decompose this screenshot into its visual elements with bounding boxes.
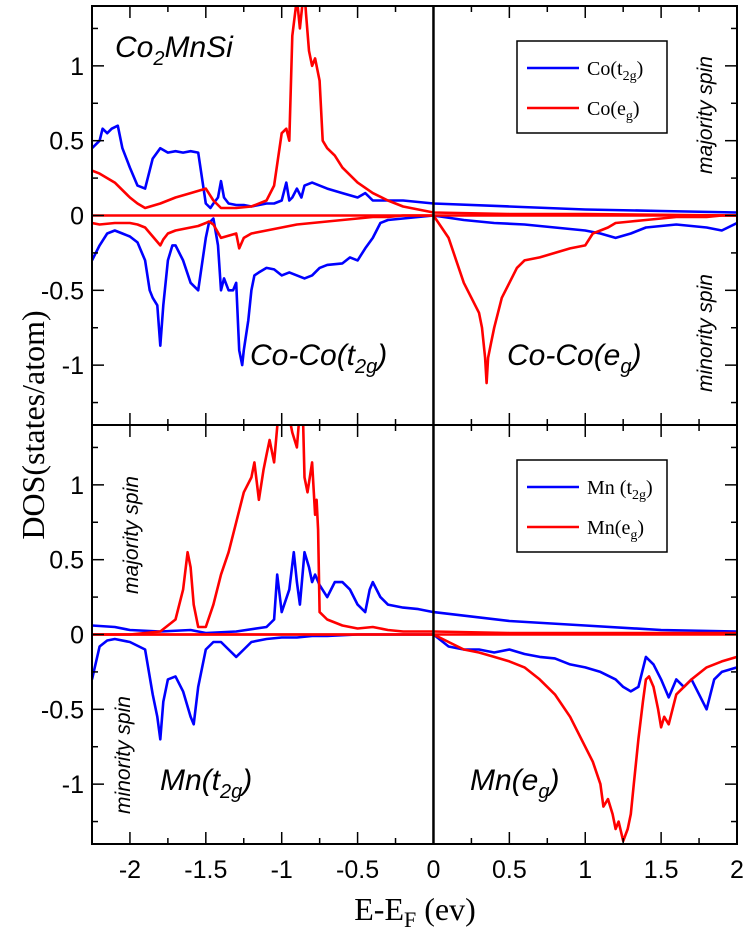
bottom-ytick-label: -1: [62, 771, 84, 799]
top-legend-label-eg-base: Co(e: [587, 98, 626, 120]
top-legend-label-t2g: Co(t2g): [587, 58, 643, 84]
top-title: Co2MnSi: [115, 31, 234, 70]
xtick-label: 1: [578, 856, 592, 884]
bottom-annotation-eg-base: Mn(e: [470, 764, 538, 797]
bottom-ytick-label: 0: [70, 622, 84, 650]
top-ytick-label: 0: [70, 203, 84, 231]
xtick-label: 0.5: [492, 856, 527, 884]
bottom-legend-label-t2g-close: ): [646, 477, 653, 499]
xtick-label: 0: [427, 856, 441, 884]
top-ytick-label: 1: [70, 53, 84, 81]
top-legend: [516, 40, 668, 134]
top-majority-label: majority spin: [694, 56, 717, 174]
bottom-annotation-eg: Mn(eg): [470, 764, 559, 803]
top-ytick-label: -1: [62, 352, 84, 380]
bottom-legend-label-eg-base: Mn(e: [587, 517, 630, 539]
top-legend-label-t2g-sub: 2g: [623, 69, 637, 84]
bottom-annotation-t2g-base: Mn(t: [160, 764, 222, 797]
top-annotation-eg-close: ): [629, 339, 642, 372]
bottom-minority-label: minority spin: [112, 696, 135, 814]
bottom-series-eg-majority: [92, 425, 737, 636]
top-legend-label-t2g-base: Co(t: [587, 58, 623, 80]
xtick-label: -1: [271, 856, 293, 884]
top-ytick-label: -0.5: [41, 277, 84, 305]
top-title-rest: MnSi: [164, 31, 234, 64]
bottom-legend-label-t2g-base: Mn (t: [587, 477, 632, 499]
top-annotation-eg-sub: g: [620, 356, 631, 378]
bottom-annotation-t2g-close: ): [239, 764, 252, 797]
top-legend-label-eg: Co(eg): [587, 98, 640, 124]
bottom-panel: -1-0.500.51-2 -1.5 -1 -0.5 0 0.5 1 1.5 2Mn (t2g)…: [41, 424, 744, 884]
top-legend-label-eg-close: ): [633, 98, 640, 120]
bottom-legend-label-eg: Mn(eg): [587, 517, 644, 543]
top-annotation-t2g-close: ): [374, 339, 387, 372]
x-axis-label-sub: F: [404, 907, 416, 930]
top-annotation-t2g-base: Co-Co(t: [250, 339, 357, 372]
x-axis-label-main: E-E: [354, 891, 404, 927]
bottom-ytick-label: -0.5: [41, 696, 84, 724]
top-legend-label-eg-sub: g: [626, 109, 633, 124]
top-legend-label-t2g-close: ): [637, 58, 644, 80]
top-annotation-t2g: Co-Co(t2g): [250, 339, 387, 378]
bottom-legend: [516, 459, 668, 553]
bottom-annotation-t2g: Mn(t2g): [160, 764, 252, 803]
xtick-label: -0.5: [336, 856, 379, 884]
y-axis-label: DOS(states/atom): [15, 310, 51, 539]
xtick-label: -2: [119, 856, 141, 884]
bottom-ytick-label: 1: [70, 472, 84, 500]
bottom-annotation-t2g-sub: 2g: [219, 781, 242, 803]
bottom-series-t2g-majority: [92, 550, 737, 635]
top-minority-label: minority spin: [694, 274, 717, 392]
top-title-main: Co: [115, 31, 153, 64]
top-series-eg-majority: [92, 6, 737, 217]
bottom-series-eg-minority: [92, 633, 737, 843]
top-series-t2g-minority: [92, 214, 737, 367]
top-title-sub: 2: [152, 48, 164, 70]
x-axis-label: E-EF (ev): [354, 891, 476, 930]
x-axis-label-unit: (ev): [416, 891, 476, 927]
top-ytick-label: 0.5: [49, 128, 84, 156]
bottom-majority-label: majority spin: [120, 476, 143, 594]
top-annotation-eg-base: Co-Co(e: [507, 339, 620, 372]
bottom-annotation-eg-close: ): [546, 764, 559, 797]
top-panel: -1-0.500.51 Co(t2g)Co(eg)Co-Co(t2g) Co-Co(…: [41, 5, 738, 426]
top-series-t2g-majority: [92, 124, 737, 214]
bottom-legend-label-eg-close: ): [637, 517, 644, 539]
top-annotation-t2g-sub: 2g: [354, 356, 377, 378]
bottom-ytick-label: 0.5: [49, 547, 84, 575]
top-annotation-eg: Co-Co(eg): [507, 339, 642, 378]
bottom-legend-label-t2g-sub: 2g: [632, 488, 646, 503]
bottom-annotation-eg-sub: g: [538, 781, 549, 803]
bottom-legend-label-t2g: Mn (t2g): [587, 477, 653, 503]
bottom-legend-label-eg-sub: g: [630, 528, 637, 543]
xtick-label: 1.5: [644, 856, 679, 884]
xtick-label: 2: [730, 856, 744, 884]
xtick-label: -1.5: [184, 856, 227, 884]
